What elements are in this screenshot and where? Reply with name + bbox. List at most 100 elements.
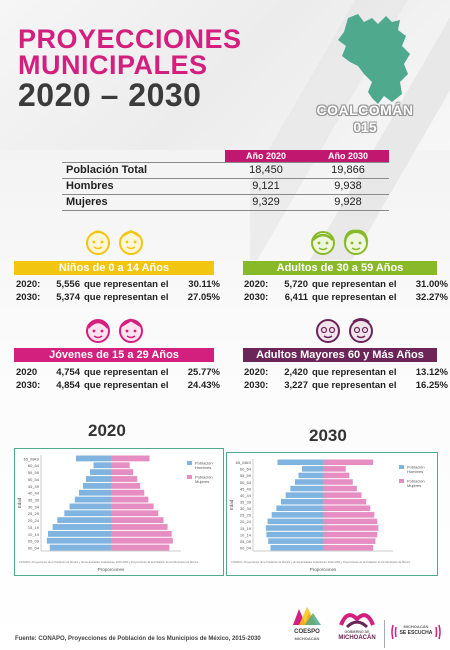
bar-men-55_59 — [298, 472, 323, 479]
tick-label: 50_54 — [240, 480, 252, 485]
table-row: Población Total 18,450 19,866 — [62, 161, 389, 179]
tick-label: 25_29 — [240, 513, 252, 518]
table-row: Hombres 9,121 9,938 — [62, 178, 389, 195]
tick-label: 15_19 — [28, 525, 40, 530]
legend-entry: Población Hombres — [195, 461, 213, 471]
escucha-top-label: MICHOACÁN — [403, 624, 429, 629]
coespo-sub-label: MICHOACÁN — [294, 636, 320, 641]
tick-label: 50_54 — [28, 477, 40, 482]
adults-band: Adultos de 30 a 59 Años — [243, 261, 437, 275]
municipality-map-icon — [338, 14, 410, 104]
legend-swatch — [399, 465, 404, 469]
bar-women-55_59 — [323, 472, 350, 479]
bar-men-10_14 — [48, 530, 111, 537]
tick-label: 20_24 — [28, 518, 40, 523]
bar-women-60_64 — [111, 462, 130, 469]
bar-women-35_39 — [111, 496, 149, 503]
escucha-main-label: SE ESCUCHA — [399, 630, 433, 636]
logo-divider — [384, 620, 385, 648]
gobierno-top-label: GOBIERNO DE — [344, 630, 370, 634]
seniors-band: Adultos Mayores 60 y Más Años — [243, 348, 437, 362]
bar-men-60_64 — [93, 462, 111, 469]
bar-women-45_49 — [111, 482, 141, 489]
municipality-code: 015 — [353, 119, 377, 135]
bar-women-05_09 — [323, 538, 376, 544]
seniors-icon — [316, 318, 373, 343]
bar-men-00_04 — [270, 544, 323, 551]
children-row-2020: 2020: 5,556 que representan el 30.11% — [16, 279, 220, 290]
bar-women-15_19 — [323, 525, 379, 531]
pyramid-2030-title: 2030 — [309, 426, 347, 445]
chart-source-note: CONAPO, Proyecciones de la Población de … — [231, 560, 411, 564]
bar-women-40_44 — [323, 492, 362, 498]
bar-women-20_24 — [323, 518, 378, 525]
tick-label: 30_34 — [28, 504, 40, 509]
bar-women-20_24 — [111, 517, 164, 524]
bar-women-15_19 — [111, 524, 168, 530]
bar-men-00_04 — [49, 544, 111, 551]
bar-men-10_14 — [266, 531, 323, 538]
pyramid-2030: 00_04 05_09 10_14 15_19 20_24 25_29 30_34 35_39… — [226, 452, 438, 576]
x-axis-label: Proporciones — [310, 567, 337, 572]
tick-label: 10_14 — [240, 532, 252, 537]
bar-women-10_14 — [323, 531, 378, 538]
bar-men-05_09 — [46, 537, 111, 544]
bar-men-45_49 — [83, 482, 111, 489]
bar-men-60_64 — [302, 466, 323, 472]
bar-men-20_24 — [57, 517, 111, 524]
bar-men-15_19 — [265, 525, 323, 531]
population-table: Año 2020 Año 2030 Población Total 18,450… — [62, 150, 389, 211]
legend-swatch — [187, 461, 192, 465]
bar-women-45_49 — [323, 485, 357, 492]
bar-men-25_29 — [64, 510, 111, 517]
bar-women-40_44 — [111, 489, 145, 496]
adults-row-2030: 2030: 6,411 que representan el 32.27% — [244, 292, 448, 303]
tick-label: 10_14 — [28, 532, 40, 537]
tick-label: 05_09 — [240, 539, 252, 544]
bar-men-65_MAS — [277, 459, 323, 466]
bar-women-65_MAS — [111, 455, 150, 462]
tick-label: 40_44 — [28, 491, 40, 496]
bar-men-50_54 — [85, 476, 111, 482]
seniors-row-2020: 2020: 2,420 que representan el 13.12% — [244, 367, 448, 378]
tick-label: 45_49 — [28, 484, 40, 489]
bar-women-30_34 — [111, 503, 154, 510]
youth-row-2030: 2030: 4,854 que representan el 24.43% — [16, 380, 220, 391]
chart-source-note: CONAPO, Proyecciones de la Población de … — [19, 560, 199, 564]
tick-label: 00_04 — [240, 546, 252, 551]
municipality-name: COALCOMÁN — [316, 102, 414, 118]
adults-row-2020: 2020: 5,720 que representan el 31.00% — [244, 279, 448, 290]
coespo-label: COESPO — [294, 629, 320, 635]
youth-band: Jóvenes de 15 a 29 Años — [14, 348, 214, 362]
adults-icon — [311, 229, 369, 255]
tick-label: 65_MAS — [24, 456, 40, 461]
tick-label: 45_49 — [240, 486, 252, 491]
tick-label: 15_19 — [240, 526, 252, 531]
legend-swatch — [399, 479, 404, 483]
bar-men-40_44 — [285, 492, 323, 498]
tick-label: 30_34 — [240, 506, 252, 511]
pyramid-2020-chart: 00_04 05_09 10_14 15_19 20_24 25_29 30_3435_39… — [17, 455, 213, 572]
tick-label: 25_29 — [28, 511, 40, 516]
pyramid-2020: 00_04 05_09 10_14 15_19 20_24 25_29 30_34 35_39… — [14, 448, 224, 576]
tick-label: 55_59 — [240, 473, 252, 478]
pyramid-2020-title: 2020 — [88, 421, 126, 440]
tick-label: 55_59 — [28, 470, 40, 475]
title-line-1: PROYECCIONES — [18, 24, 242, 54]
bar-men-30_34 — [69, 503, 111, 510]
children-row-2030: 2030: 5,374 que representan el 27.05% — [16, 292, 220, 303]
tick-label: 20_24 — [240, 519, 252, 524]
bar-men-25_29 — [271, 512, 323, 518]
bar-men-45_49 — [290, 485, 323, 492]
tick-label: 40_44 — [240, 493, 252, 498]
bar-women-65_MAS — [323, 459, 374, 466]
title-line-2: MUNICIPALES — [18, 50, 208, 80]
bar-women-00_04 — [323, 544, 374, 551]
bar-women-30_34 — [323, 505, 371, 512]
children-band: Niños de 0 a 14 Años — [14, 261, 214, 275]
bar-men-15_19 — [52, 524, 111, 530]
legend-entry: Población Hombres — [407, 465, 425, 475]
table-row: Mujeres 9,329 9,928 — [62, 194, 389, 211]
bar-men-05_09 — [268, 538, 323, 544]
